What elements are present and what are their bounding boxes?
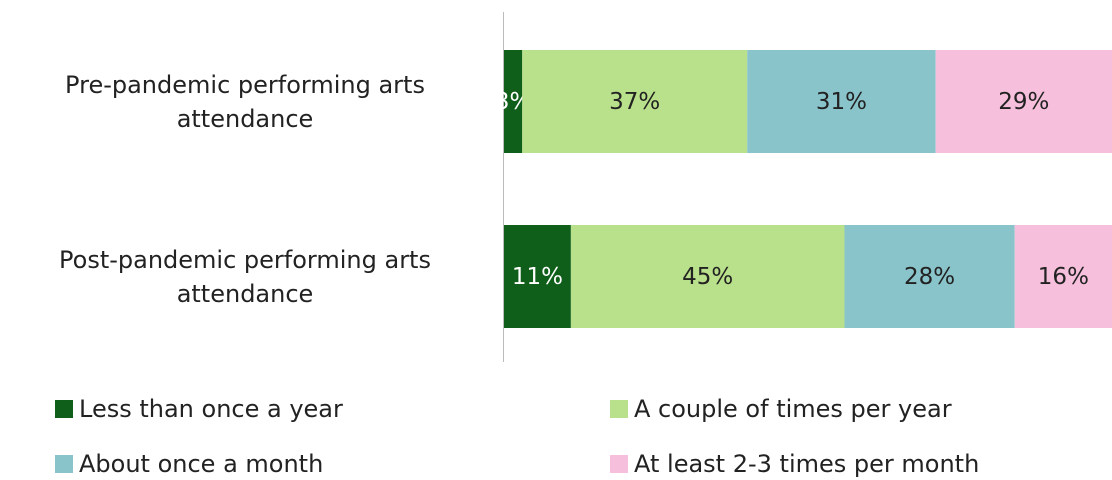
legend-label: Less than once a year bbox=[79, 395, 343, 423]
legend-swatch bbox=[610, 400, 628, 418]
legend-label: At least 2-3 times per month bbox=[634, 450, 980, 478]
data-label: 31% bbox=[816, 89, 867, 115]
legend-item: About once a month bbox=[55, 450, 323, 478]
bar-segment bbox=[935, 50, 1112, 153]
data-label: 11% bbox=[512, 264, 563, 290]
bar-segment bbox=[504, 225, 571, 328]
bar-segment bbox=[844, 225, 1015, 328]
category-label: Pre-pandemic performing arts attendance bbox=[65, 70, 425, 133]
data-label: 45% bbox=[682, 264, 733, 290]
bar-segment bbox=[570, 225, 845, 328]
legend-label: About once a month bbox=[79, 450, 324, 478]
data-label: 29% bbox=[998, 89, 1049, 115]
bar-segment bbox=[747, 50, 936, 153]
bar-segment bbox=[504, 50, 523, 153]
legend-swatch bbox=[55, 455, 73, 473]
legend-label: A couple of times per year bbox=[634, 395, 952, 423]
data-label: 16% bbox=[1038, 264, 1089, 290]
legend-swatch bbox=[55, 400, 73, 418]
data-label: 37% bbox=[609, 89, 660, 115]
category-label: Post-pandemic performing arts attendance bbox=[59, 245, 431, 308]
data-label: 28% bbox=[904, 264, 955, 290]
legend-item: At least 2-3 times per month bbox=[610, 450, 979, 478]
legend-item: A couple of times per year bbox=[610, 395, 952, 423]
legend-swatch bbox=[610, 455, 628, 473]
bar-segment bbox=[522, 50, 748, 153]
legend-item: Less than once a year bbox=[55, 395, 343, 423]
bar-segment bbox=[1014, 225, 1112, 328]
